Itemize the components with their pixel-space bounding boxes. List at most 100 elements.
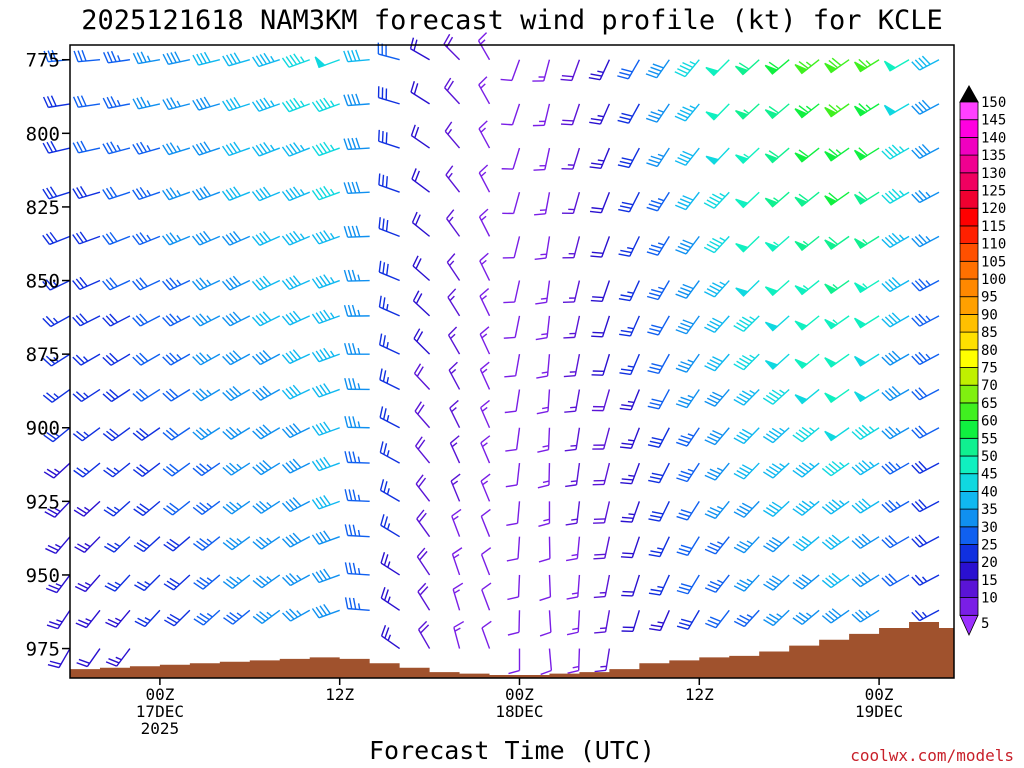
wind-barb: [911, 351, 940, 366]
wind-barb: [479, 361, 491, 390]
wind-barb: [564, 427, 581, 452]
colorbar-segment: [959, 172, 979, 191]
wind-barb: [192, 536, 221, 551]
wind-barb: [500, 59, 521, 82]
wind-barb: [617, 103, 640, 124]
wind-barb: [222, 350, 251, 366]
wind-barb: [733, 500, 760, 518]
wind-barb: [132, 96, 161, 110]
wind-barb: [675, 389, 700, 409]
x-tick-label: 00Z: [145, 685, 174, 704]
wind-barb: [881, 499, 910, 513]
colorbar-top-arrow: [959, 84, 979, 103]
wind-barb: [343, 93, 370, 107]
wind-barb: [502, 192, 521, 215]
wind-barb: [343, 137, 370, 151]
wind-barb: [591, 315, 611, 338]
wind-barb: [733, 536, 760, 554]
wind-barb: [251, 186, 281, 202]
wind-barb: [646, 191, 670, 212]
wind-barb: [252, 460, 281, 476]
wind-barb: [563, 315, 581, 339]
wind-barb: [539, 574, 552, 602]
wind-barb: [535, 280, 551, 305]
wind-barb: [854, 58, 880, 73]
wind-barb: [104, 574, 131, 592]
wind-barb: [102, 231, 131, 246]
wind-barb: [881, 426, 910, 440]
wind-barb: [43, 427, 71, 443]
x-tick-label: 2025: [141, 719, 180, 738]
wind-barb: [764, 59, 790, 75]
wind-barb: [534, 192, 551, 216]
wind-barb: [704, 500, 730, 520]
colorbar-label: 45: [981, 467, 998, 483]
wind-barb: [733, 574, 760, 592]
wind-barb: [763, 574, 790, 591]
wind-barb: [105, 609, 131, 628]
wind-barb: [378, 333, 400, 355]
wind-barb: [592, 427, 611, 450]
wind-barb: [821, 460, 850, 477]
wind-barb: [449, 435, 461, 464]
wind-barb: [311, 97, 340, 113]
wind-barb: [102, 186, 131, 200]
wind-barb: [104, 536, 131, 553]
wind-barb: [593, 501, 611, 524]
wind-barb: [854, 235, 880, 249]
wind-barb: [343, 181, 370, 194]
wind-barb: [133, 500, 161, 517]
wind-barb: [192, 462, 221, 477]
wind-barb: [162, 142, 191, 156]
wind-barb: [72, 186, 101, 200]
colorbar-label: 120: [981, 201, 1006, 217]
wind-barb: [647, 353, 670, 375]
wind-barb: [763, 536, 790, 553]
wind-barb: [764, 147, 790, 164]
wind-barb: [450, 473, 461, 502]
wind-barb: [477, 32, 491, 61]
wind-barb: [589, 191, 611, 214]
wind-barb: [566, 610, 581, 636]
wind-barb: [251, 231, 281, 246]
wind-barb: [446, 253, 461, 281]
x-tick-label: 19DEC: [855, 702, 903, 721]
wind-barb: [539, 610, 552, 637]
wind-barb: [537, 463, 551, 489]
wind-barb: [409, 37, 430, 61]
colorbar-label: 15: [981, 573, 998, 589]
colorbar-label: 35: [981, 502, 998, 518]
wind-barb: [792, 574, 820, 590]
wind-barb: [561, 147, 581, 170]
colorbar-label: 85: [981, 325, 998, 341]
wind-barb: [344, 524, 370, 538]
colorbar-segment: [959, 349, 979, 368]
wind-barb: [72, 231, 101, 245]
colorbar-label: 70: [981, 378, 998, 394]
wind-barb: [619, 315, 640, 337]
wind-barb: [410, 124, 430, 149]
wind-barb: [311, 274, 340, 289]
wind-barb: [591, 353, 611, 376]
wind-barb: [481, 620, 492, 649]
wind-barb: [344, 416, 370, 429]
wind-barb: [675, 191, 700, 211]
wind-barb: [380, 624, 401, 650]
colorbar-label: 135: [981, 148, 1006, 164]
wind-barb: [75, 609, 101, 629]
wind-barb: [821, 499, 850, 515]
wind-barb: [503, 315, 521, 339]
y-tick-label: 825: [26, 197, 60, 219]
wind-barb: [593, 536, 611, 560]
wind-barb: [764, 315, 790, 332]
wind-barb: [646, 280, 670, 301]
wind-barb: [824, 147, 850, 162]
wind-barb: [378, 129, 400, 149]
wind-barb: [162, 313, 191, 327]
wind-barb: [592, 462, 611, 486]
wind-barb: [444, 77, 461, 105]
wind-barb: [676, 500, 700, 521]
wind-barb: [764, 103, 790, 120]
wind-barb: [192, 51, 220, 66]
wind-barb: [222, 426, 251, 440]
